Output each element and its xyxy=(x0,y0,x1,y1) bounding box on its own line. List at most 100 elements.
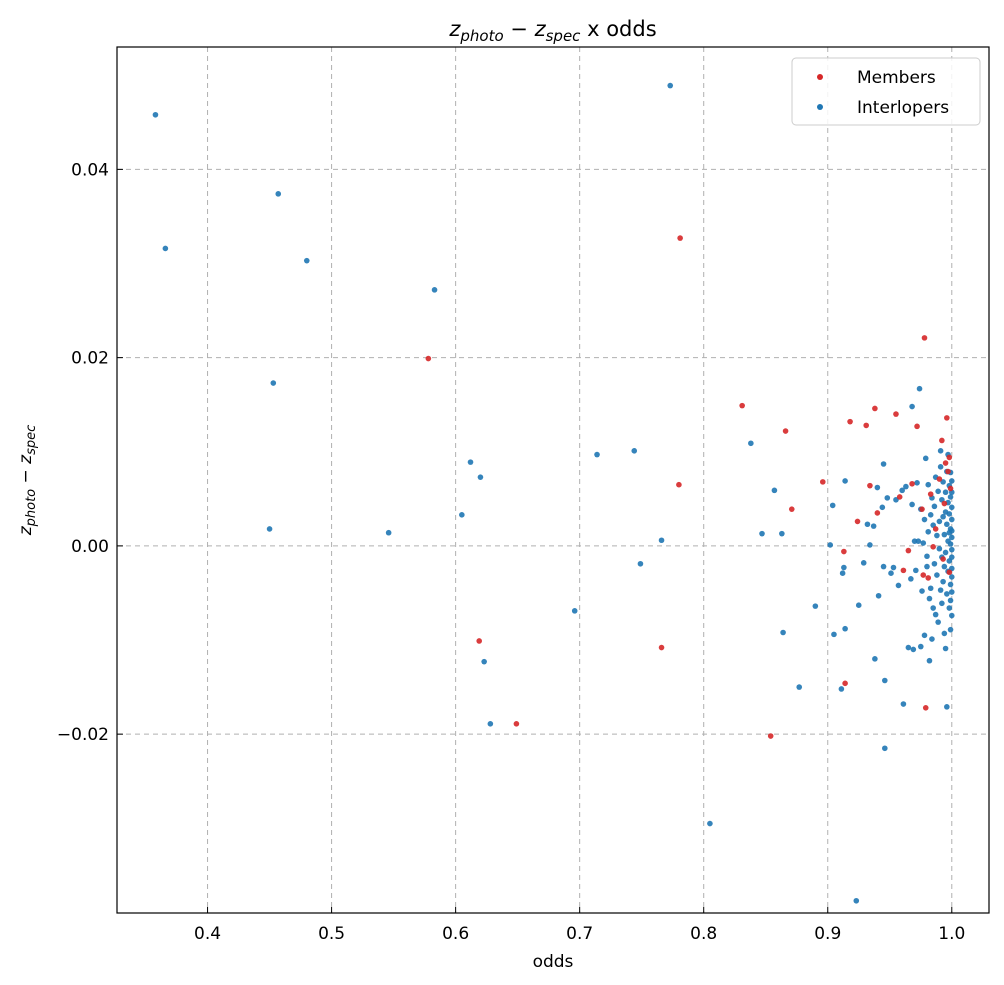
point-interlopers xyxy=(487,720,494,727)
point-members xyxy=(940,556,946,562)
point-interlopers xyxy=(303,257,310,264)
point-interlopers xyxy=(921,632,928,639)
point-interlopers xyxy=(477,474,484,480)
point-interlopers xyxy=(270,380,277,386)
point-interlopers xyxy=(931,503,938,510)
point-interlopers xyxy=(947,494,954,500)
point-members xyxy=(946,569,953,576)
point-interlopers xyxy=(571,608,578,614)
point-interlopers xyxy=(934,532,940,539)
point-interlopers xyxy=(842,625,848,632)
point-interlopers xyxy=(827,542,834,548)
point-interlopers xyxy=(266,526,273,532)
point-members xyxy=(872,405,878,412)
point-interlopers xyxy=(842,478,848,484)
point-interlopers xyxy=(759,530,765,537)
point-members xyxy=(939,437,945,444)
point-interlopers xyxy=(948,528,955,534)
point-interlopers xyxy=(925,481,932,488)
point-interlopers xyxy=(631,448,638,454)
point-members xyxy=(919,506,925,512)
point-interlopers xyxy=(942,489,949,496)
point-interlopers xyxy=(935,619,941,625)
point-interlopers xyxy=(152,111,159,118)
point-interlopers xyxy=(948,589,955,595)
legend-label-members: Members xyxy=(857,68,936,88)
data-points xyxy=(152,82,955,904)
point-interlopers xyxy=(812,603,819,609)
point-members xyxy=(936,476,943,482)
point-interlopers xyxy=(879,504,886,511)
point-interlopers xyxy=(748,440,754,447)
point-interlopers xyxy=(924,563,930,570)
point-members xyxy=(946,454,953,461)
point-members xyxy=(677,235,683,241)
point-interlopers xyxy=(927,585,934,592)
point-members xyxy=(782,428,789,434)
point-interlopers xyxy=(935,488,941,495)
point-members xyxy=(863,422,870,429)
legend: Members Interlopers xyxy=(791,57,981,126)
point-interlopers xyxy=(910,646,917,653)
point-interlopers xyxy=(888,570,894,576)
point-members xyxy=(920,572,927,578)
point-interlopers xyxy=(948,574,955,580)
point-interlopers xyxy=(947,597,954,604)
point-interlopers xyxy=(929,636,935,642)
point-interlopers xyxy=(919,588,925,594)
point-interlopers xyxy=(916,385,923,392)
point-interlopers xyxy=(921,516,928,523)
point-interlopers xyxy=(771,487,778,494)
point-interlopers xyxy=(942,549,949,556)
point-interlopers xyxy=(874,484,881,491)
point-interlopers xyxy=(882,677,888,684)
point-interlopers xyxy=(841,564,847,571)
point-interlopers xyxy=(926,595,933,602)
point-interlopers xyxy=(944,704,950,710)
point-interlopers xyxy=(855,602,862,608)
point-interlopers xyxy=(917,643,924,650)
point-members xyxy=(925,575,932,581)
point-members xyxy=(900,567,907,574)
x-tick-label: 0.4 xyxy=(194,924,221,944)
point-interlopers xyxy=(942,645,949,652)
point-interlopers xyxy=(796,684,803,690)
point-members xyxy=(476,638,482,644)
point-interlopers xyxy=(948,554,955,560)
point-members xyxy=(905,547,912,554)
y-tick-label: 0.02 xyxy=(71,349,109,369)
x-tick-label: 0.9 xyxy=(814,924,841,944)
point-interlopers xyxy=(637,560,644,567)
point-members xyxy=(941,500,948,507)
point-members xyxy=(867,482,873,489)
point-interlopers xyxy=(941,630,948,637)
point-interlopers xyxy=(385,529,392,536)
point-interlopers xyxy=(872,656,878,662)
point-interlopers xyxy=(937,587,944,593)
point-interlopers xyxy=(431,287,438,293)
point-interlopers xyxy=(867,542,873,548)
point-members xyxy=(909,480,915,487)
point-members xyxy=(658,644,665,651)
point-interlopers xyxy=(939,600,945,607)
point-members xyxy=(921,335,928,341)
point-interlopers xyxy=(870,523,877,529)
point-interlopers xyxy=(947,581,954,588)
legend-marker-interlopers xyxy=(817,104,823,110)
point-members xyxy=(788,506,795,512)
point-members xyxy=(947,485,954,492)
point-interlopers xyxy=(779,530,785,537)
legend-marker-members xyxy=(817,74,823,80)
point-interlopers xyxy=(707,820,713,827)
point-members xyxy=(739,402,745,409)
point-interlopers xyxy=(946,511,953,517)
point-members xyxy=(914,423,920,430)
point-interlopers xyxy=(937,448,944,454)
point-interlopers xyxy=(915,538,922,544)
point-interlopers xyxy=(882,745,888,752)
point-members xyxy=(425,355,432,362)
ticks: 0.4 0.5 0.6 0.7 0.8 0.9 1.0 −0.02 0.00 0.02 0.04 xyxy=(57,160,965,944)
x-tick-label: 0.6 xyxy=(442,924,469,944)
